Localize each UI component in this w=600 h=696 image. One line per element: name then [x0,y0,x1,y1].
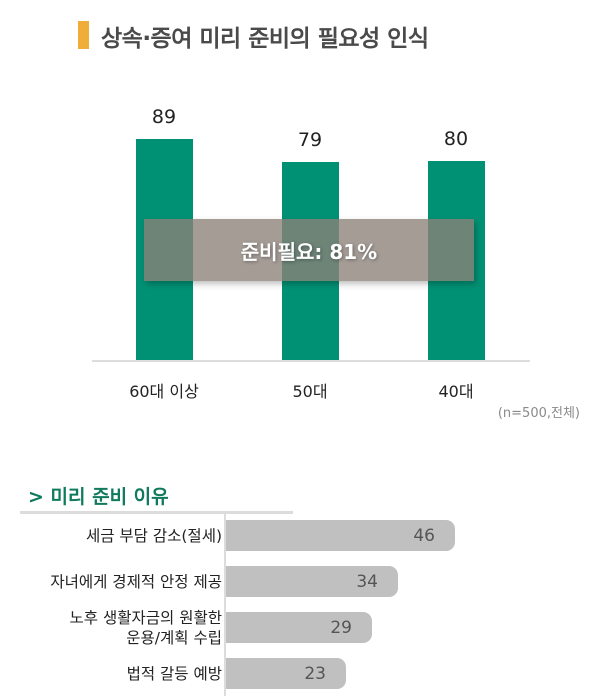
x-label-40s: 40대 [438,382,474,401]
bar-value-60s: 89 [151,106,177,128]
overall-annotation: 준비필요: 81% [144,219,474,281]
chart-title: 상속·증여 미리 준비의 필요성 인식 [101,26,429,52]
reason-value: 29 [330,617,352,638]
reason-label-text: 법적 갈등 예방 [126,665,222,683]
x-label-60s: 60대 이상 [129,382,199,401]
reason-value: 46 [413,525,435,546]
reason-value: 34 [356,571,378,592]
reason-label-children: 자녀에게 경제적 안정 제공 [50,572,222,592]
reason-bar-retirement: 29 [226,612,372,643]
reasons-axis [224,512,226,696]
reason-label-text: 자녀에게 경제적 안정 제공 [50,573,222,591]
reasons-title: > 미리 준비 이유 [28,486,169,508]
reason-label-retirement: 노후 생활자금의 원활한 운용/계획 수립 [70,608,222,648]
reason-label-tax: 세금 부담 감소(절세) [86,526,222,546]
reason-label-line2: 운용/계획 수립 [126,629,222,647]
reasons-divider [20,511,293,514]
overall-annotation-text: 준비필요: 81% [240,239,378,264]
reason-bar-tax: 46 [226,520,455,551]
reason-bar-legal: 23 [226,658,346,689]
reason-label-text: 세금 부담 감소(절세) [85,527,222,545]
sample-note: (n=500,전체) [497,406,580,421]
reason-label-line1: 노후 생활자금의 원활한 [69,609,222,627]
x-label-50s: 50대 [292,382,328,401]
title-marker [78,21,89,49]
reason-label-legal: 법적 갈등 예방 [127,664,222,684]
bar-value-50s: 79 [297,129,323,151]
reason-bar-children: 34 [226,566,398,597]
x-axis-line [92,360,530,362]
reason-value: 23 [304,663,326,684]
bar-value-40s: 80 [443,128,469,150]
